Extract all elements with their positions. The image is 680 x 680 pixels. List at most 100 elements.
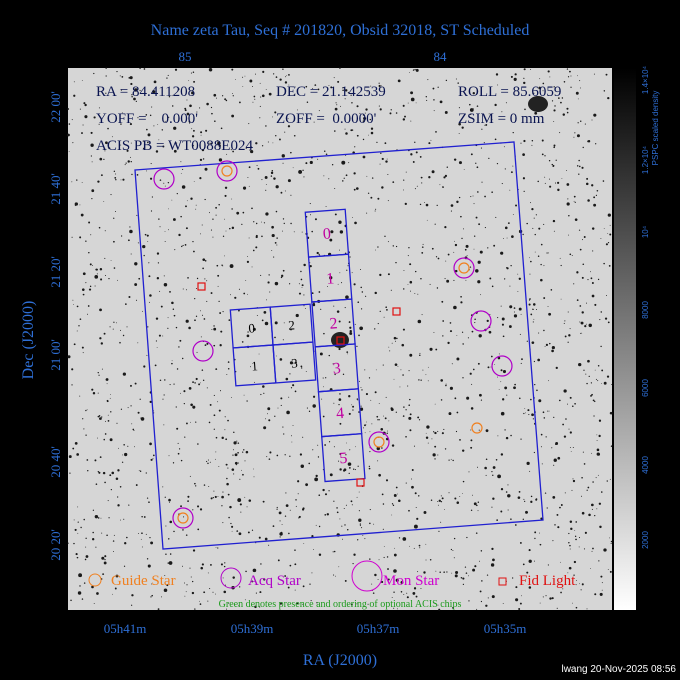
star [358, 380, 360, 382]
star [429, 283, 431, 285]
star [155, 150, 159, 153]
star [344, 128, 346, 130]
star [302, 436, 304, 438]
star [312, 449, 314, 451]
star [585, 302, 588, 304]
star [534, 383, 536, 386]
star [459, 495, 461, 497]
star [253, 95, 256, 98]
star [422, 243, 424, 245]
star [491, 285, 494, 288]
star [358, 334, 360, 337]
star [495, 73, 499, 76]
star [284, 131, 286, 133]
star [454, 240, 456, 242]
star [227, 493, 230, 496]
star [276, 454, 279, 457]
star [563, 435, 567, 438]
star [382, 528, 384, 530]
star [140, 417, 145, 421]
star [80, 213, 84, 217]
star [369, 451, 371, 453]
star [169, 520, 173, 524]
star [209, 587, 211, 590]
star [573, 200, 575, 202]
star [563, 322, 565, 324]
star [532, 227, 534, 229]
star [119, 329, 121, 331]
star [415, 151, 418, 154]
star [520, 362, 522, 364]
star [553, 121, 555, 122]
star [492, 558, 495, 562]
star [110, 260, 112, 261]
star [172, 95, 174, 97]
star [350, 603, 353, 606]
star [188, 120, 191, 123]
star [351, 504, 353, 506]
star [328, 178, 330, 180]
star [218, 158, 223, 162]
star [393, 607, 395, 609]
star [119, 486, 122, 488]
star [217, 401, 219, 403]
star [354, 469, 356, 471]
chip [321, 432, 366, 483]
star [180, 215, 182, 218]
star [572, 478, 574, 480]
star [575, 521, 578, 523]
star [199, 177, 202, 180]
star [504, 226, 508, 230]
star [354, 146, 356, 148]
star [476, 608, 478, 610]
star [609, 411, 613, 415]
star [99, 157, 103, 161]
star [108, 147, 111, 150]
star [100, 342, 103, 345]
star [608, 265, 611, 267]
star [453, 251, 455, 253]
star [122, 178, 125, 181]
star [85, 555, 89, 558]
star [371, 177, 374, 179]
star [495, 459, 498, 461]
star [71, 368, 74, 371]
star [266, 456, 268, 458]
star [261, 319, 264, 322]
star [415, 68, 419, 72]
star [502, 369, 507, 374]
star [165, 553, 167, 556]
star [530, 202, 532, 204]
star [182, 288, 184, 290]
star [276, 506, 278, 509]
acq-star [172, 507, 194, 529]
star [290, 222, 292, 225]
star [596, 508, 598, 510]
star [451, 572, 453, 574]
star [605, 243, 608, 246]
star [448, 412, 452, 416]
star [581, 276, 584, 279]
legend-entry: Guide Star [111, 573, 176, 589]
star [505, 491, 508, 493]
star [354, 221, 357, 225]
star [318, 253, 320, 256]
star [206, 460, 208, 463]
star [462, 343, 464, 345]
star [126, 326, 128, 328]
star [109, 438, 113, 442]
star [312, 404, 316, 408]
star [443, 176, 446, 179]
star [259, 117, 261, 119]
star [378, 419, 381, 421]
star [591, 184, 594, 187]
star [84, 115, 88, 119]
star [414, 188, 416, 190]
star [294, 390, 297, 393]
star [202, 267, 204, 270]
star [457, 82, 459, 84]
star [552, 219, 556, 223]
star [406, 596, 409, 599]
star [255, 222, 258, 225]
star [413, 445, 416, 447]
